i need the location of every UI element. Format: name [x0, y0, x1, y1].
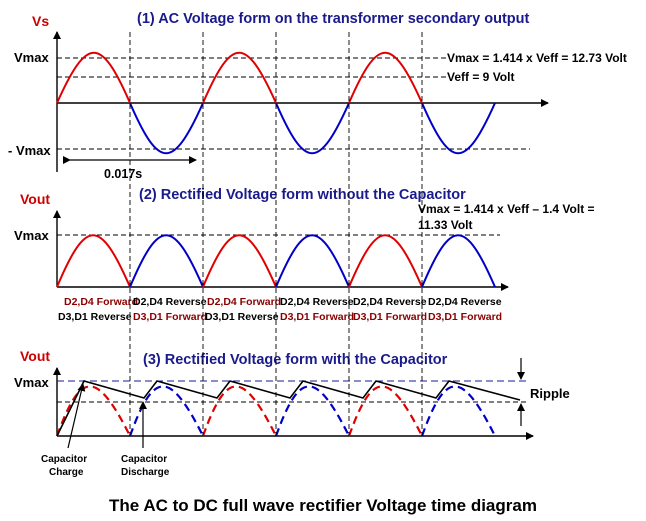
period-label: 0.017s [104, 167, 142, 181]
discharge-label-line2: Discharge [121, 467, 170, 478]
rect-wave-3 [202, 234, 277, 288]
ac-wave-negative-2 [275, 102, 350, 154]
cap-dashed-wave-3 [201, 385, 277, 437]
panel1-title: (1) AC Voltage form on the transformer s… [137, 11, 530, 27]
rect-wave-6 [421, 234, 496, 288]
panel3-title: (3) Rectified Voltage form with the Capa… [143, 352, 448, 368]
diode-state-2-top: D2,D4 Reverse [133, 296, 207, 308]
diode-state-4-top: D2,D4 Reverse [280, 296, 354, 308]
panel3-y-axis-label: Vout [20, 348, 50, 364]
diode-state-3-top: D2,D4 Forward [207, 296, 281, 308]
rect-wave-5 [348, 234, 423, 288]
ripple-label: Ripple [530, 386, 570, 401]
panel-rectified-with-capacitor: (3) Rectified Voltage form with the Capa… [14, 348, 570, 478]
charge-label-line1: Capacitor [41, 454, 87, 465]
cap-dashed-wave-4 [274, 385, 350, 437]
ac-wave-positive-1 [56, 52, 131, 104]
vmax-annotation: Vmax = 1.414 x Veff = 12.73 Volt [447, 51, 627, 65]
diode-states: D2,D4 Forward D3,D1 Reverse D2,D4 Revers… [58, 296, 502, 323]
diode-state-1-top: D2,D4 Forward [64, 296, 138, 308]
discharge-label-line1: Capacitor [121, 454, 167, 465]
panel-rectified-no-capacitor: (2) Rectified Voltage form without the C… [14, 187, 595, 323]
ripple-output-line [56, 380, 521, 437]
period-dividers [129, 32, 423, 436]
cap-dashed-wave-1 [55, 385, 131, 437]
diode-state-4-bottom: D3,D1 Forward [280, 311, 354, 323]
panel2-y-axis-label: Vout [20, 191, 50, 207]
ac-wave-positive-2 [202, 52, 277, 104]
diode-state-2-bottom: D3,D1 Forward [133, 311, 207, 323]
cap-dashed-wave-5 [347, 385, 423, 437]
cap-dashed-wave-2 [128, 385, 204, 437]
diode-state-6-bottom: D3,D1 Forward [428, 311, 502, 323]
panel-ac-voltage: (1) AC Voltage form on the transformer s… [8, 11, 627, 181]
cap-dashed-wave-6 [420, 385, 496, 437]
ac-wave-negative-1 [129, 102, 204, 154]
diode-state-1-bottom: D3,D1 Reverse [58, 311, 132, 323]
panel2-vmax-label: Vmax [14, 228, 49, 243]
panel1-neg-vmax-label: - Vmax [8, 143, 51, 158]
rect-wave-1 [56, 234, 131, 288]
diode-state-5-bottom: D3,D1 Forward [353, 311, 427, 323]
panel1-y-axis-label: Vs [32, 13, 49, 29]
panel3-vmax-label: Vmax [14, 375, 49, 390]
diode-state-6-top: D2,D4 Reverse [428, 296, 502, 308]
panel1-vmax-label: Vmax [14, 50, 49, 65]
charge-label-line2: Charge [49, 467, 84, 478]
charge-pointer [67, 383, 86, 449]
rect-wave-2 [129, 234, 204, 288]
panel2-title: (2) Rectified Voltage form without the C… [139, 187, 466, 203]
ac-wave-negative-3 [421, 102, 496, 154]
rect-wave-4 [275, 234, 350, 288]
diode-state-3-bottom: D3,D1 Reverse [205, 311, 279, 323]
panel2-annotation-line1: Vmax = 1.414 x Veff – 1.4 Volt = [418, 202, 595, 216]
veff-annotation: Veff = 9 Volt [447, 70, 514, 84]
ac-wave-positive-3 [348, 52, 423, 104]
diagram-caption: The AC to DC full wave rectifier Voltage… [109, 496, 537, 515]
diode-state-5-top: D2,D4 Reverse [353, 296, 427, 308]
panel2-annotation-line2: 11.33 Volt [418, 218, 472, 232]
